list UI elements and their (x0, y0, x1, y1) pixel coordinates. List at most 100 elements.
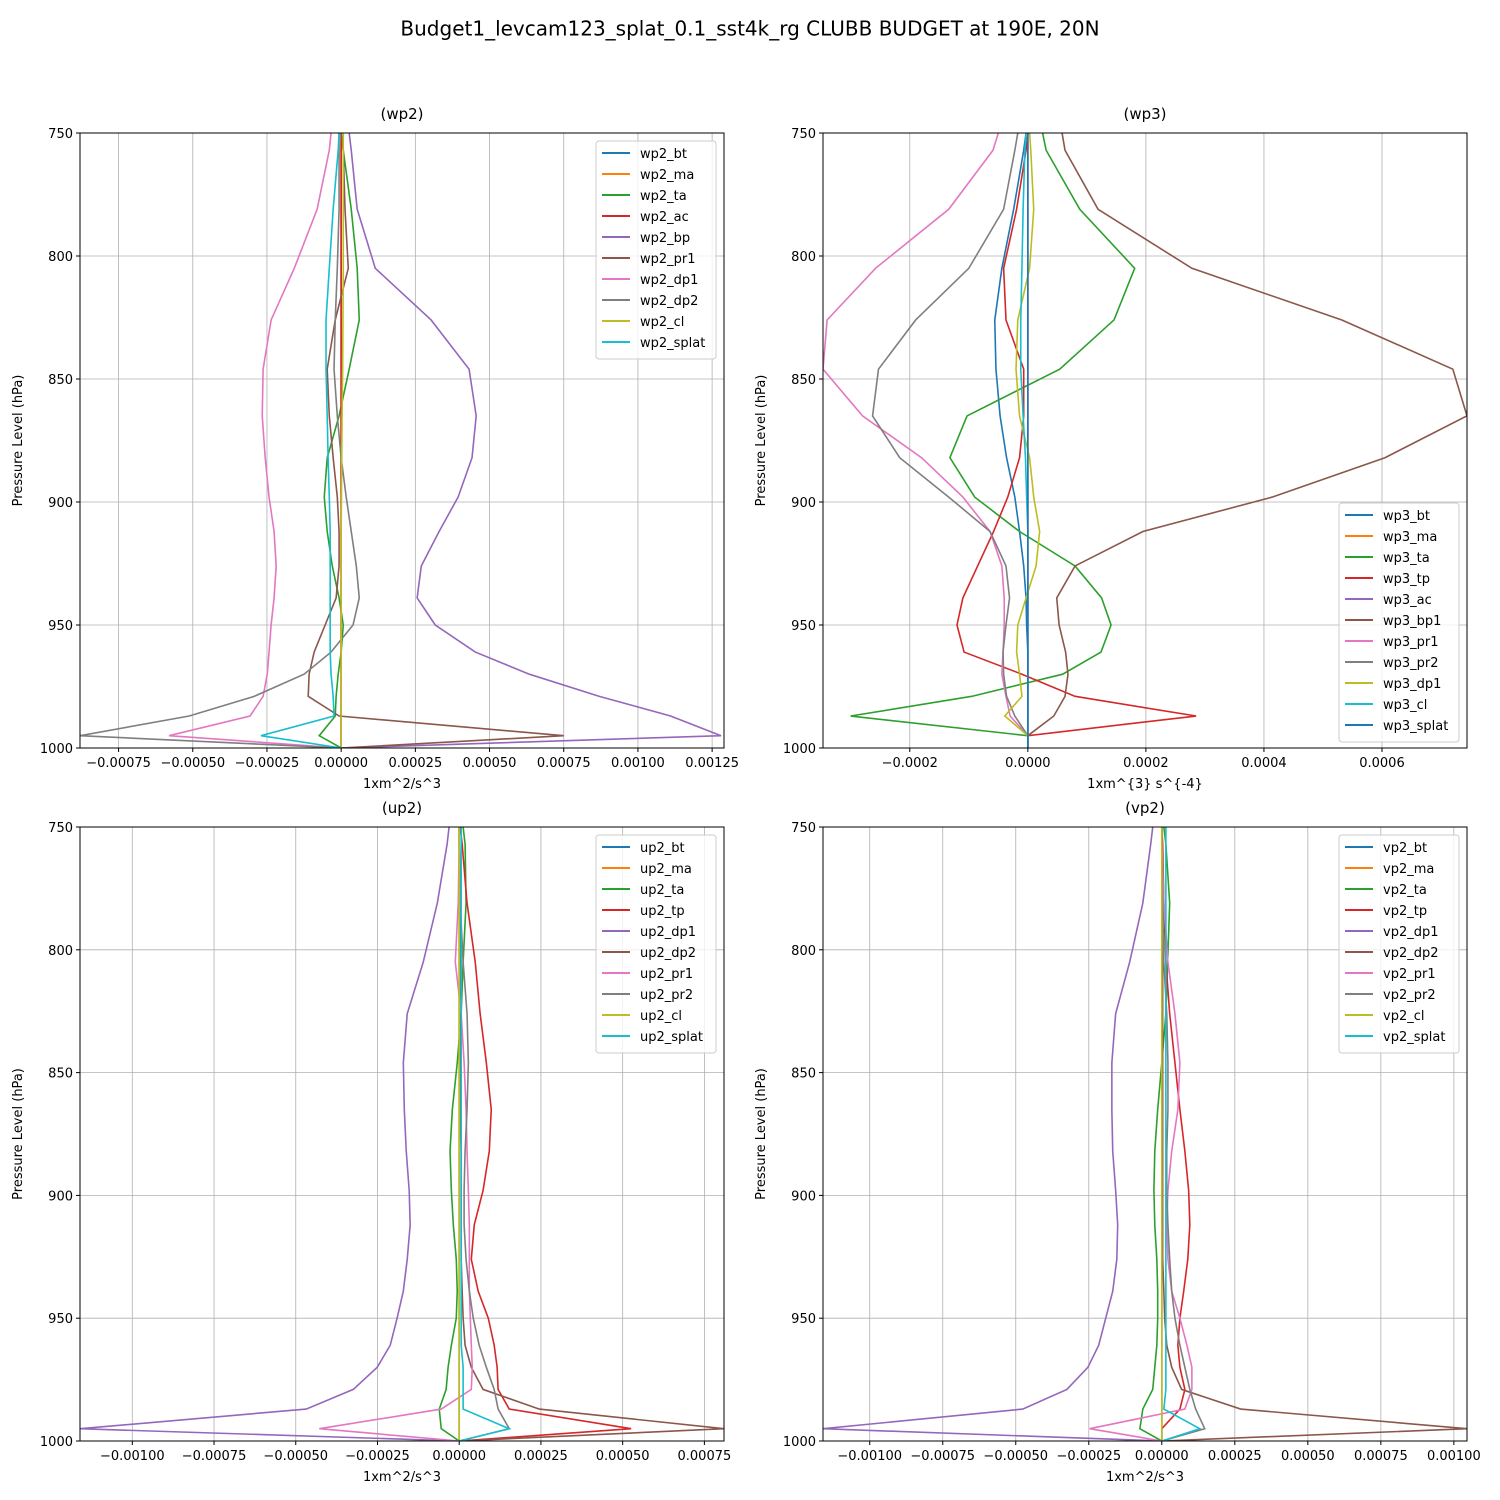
legend: up2_bt up2_ma up2_ta up2_tp up2_dp1 up2_dp2up… (595, 834, 717, 1054)
series-lines (80, 133, 722, 748)
x-tick-label: 0.00025 (388, 756, 442, 771)
legend-label: wp3_cl (1383, 698, 1427, 713)
legend-label: wp2_splat (640, 336, 705, 351)
x-axis-label: 1xm^{3} s^{-4} (1087, 777, 1203, 792)
y-tick-label: 750 (791, 127, 816, 142)
legend-label: wp2_bt (640, 147, 687, 162)
x-tick-label: −0.00100 (837, 1449, 902, 1464)
legend-label: vp2_bt (1383, 841, 1427, 856)
x-tick-label: −0.00025 (345, 1449, 410, 1464)
legend-label: wp2_bp (640, 231, 690, 246)
legend-label: vp2_cl (1383, 1009, 1424, 1024)
x-tick-label: 0.0000 (1005, 756, 1051, 771)
series-line (1089, 827, 1193, 1441)
series-line (1161, 827, 1202, 1441)
subplot: (wp3) 1xm^{3} s^{-4} Pressure Level (hPa) −… (754, 105, 1468, 792)
x-tick-label: 0.00000 (432, 1449, 486, 1464)
y-tick-label: 950 (48, 1312, 73, 1327)
x-tick-label: 0.00025 (1208, 1449, 1262, 1464)
legend: vp2_bt vp2_ma vp2_ta vp2_tp vp2_dp1 vp2_dp2vp… (1338, 834, 1460, 1054)
legend-label: wp2_pr1 (640, 252, 696, 267)
legend-label: up2_dp2 (640, 946, 696, 961)
y-tick-label: 900 (48, 1189, 73, 1204)
plot-frame (79, 132, 725, 749)
series-line (168, 133, 342, 748)
legend: wp2_bt wp2_ma wp2_ta wp2_ac wp2_bp wp2_pr1 wp2… (595, 140, 717, 360)
y-tick-label: 1000 (40, 742, 73, 757)
legend-label: wp2_dp2 (640, 294, 698, 309)
legend-label: vp2_pr2 (1383, 988, 1436, 1003)
series-line (340, 133, 345, 748)
legend-label: wp3_splat (1383, 719, 1448, 734)
y-tick-label: 750 (791, 821, 816, 836)
series-line (317, 133, 361, 748)
y-tick-label: 800 (48, 250, 73, 265)
legend-label: up2_ma (640, 862, 692, 877)
series-line (319, 827, 474, 1441)
legend-label: vp2_ma (1383, 862, 1434, 877)
y-tick-label: 850 (48, 1067, 73, 1082)
series-line (956, 133, 1197, 748)
legend-label: up2_splat (640, 1030, 703, 1045)
y-tick-label: 950 (791, 1312, 816, 1327)
x-tick-label: −0.00050 (263, 1449, 328, 1464)
series-line (341, 133, 722, 748)
x-axis-label: 1xm^2/s^3 (363, 777, 441, 792)
y-tick-label: 1000 (783, 742, 816, 757)
legend-label: wp3_dp1 (1383, 677, 1441, 692)
x-tick-label: 0.0006 (1359, 756, 1405, 771)
legend-label: wp3_pr1 (1383, 635, 1439, 650)
figure-title: Budget1_levcam123_splat_0.1_sst4k_rg CLU… (400, 17, 1099, 41)
x-tick-label: −0.00050 (983, 1449, 1048, 1464)
x-tick-label: −0.00075 (910, 1449, 975, 1464)
series-line (1160, 827, 1467, 1441)
subplot: (up2) 1xm^2/s^3 Pressure Level (hPa) −0.001… (11, 799, 731, 1485)
legend-label: vp2_ta (1383, 883, 1427, 898)
x-tick-label: −0.00025 (235, 756, 300, 771)
subplot-title: (wp3) (1123, 105, 1166, 123)
legend-label: wp3_ac (1383, 593, 1432, 608)
subplot-title: (up2) (382, 799, 422, 817)
legend: wp3_bt wp3_ma wp3_ta wp3_tp wp3_ac wp3_bp1 wp3… (1338, 502, 1460, 743)
series-line (871, 133, 1029, 748)
series-line (1027, 133, 1467, 748)
series-line (459, 827, 632, 1441)
legend-label: wp2_dp1 (640, 273, 698, 288)
x-tick-label: 0.00000 (314, 756, 368, 771)
series-lines (80, 827, 724, 1441)
legend-label: wp3_ta (1383, 551, 1430, 566)
legend-label: wp2_cl (640, 315, 684, 330)
series-line (80, 133, 361, 748)
x-tick-label: 0.00050 (463, 756, 517, 771)
legend-label: wp3_tp (1383, 572, 1430, 587)
x-tick-label: 0.00025 (514, 1449, 568, 1464)
x-tick-label: 0.00125 (685, 756, 739, 771)
y-axis-label: Pressure Level (hPa) (11, 1068, 26, 1200)
plot-frame (79, 826, 725, 1442)
legend-label: wp2_ta (640, 189, 687, 204)
subplot-title: (vp2) (1125, 799, 1165, 817)
y-tick-label: 750 (48, 127, 73, 142)
x-tick-label: −0.00075 (86, 756, 151, 771)
legend-label: vp2_dp2 (1383, 946, 1439, 961)
legend-label: vp2_tp (1383, 904, 1427, 919)
x-tick-label: 0.00075 (678, 1449, 732, 1464)
x-axis-label: 1xm^2/s^3 (1106, 1470, 1184, 1485)
series-line (260, 133, 342, 748)
x-tick-label: −0.00025 (1056, 1449, 1121, 1464)
x-tick-label: 0.00100 (1427, 1449, 1481, 1464)
x-tick-label: −0.00100 (100, 1449, 165, 1464)
legend-label: wp2_ac (640, 210, 689, 225)
legend-label: up2_pr2 (640, 988, 693, 1003)
x-tick-label: 0.00050 (1281, 1449, 1335, 1464)
legend-label: wp2_ma (640, 168, 694, 183)
x-tick-label: −0.00050 (160, 756, 225, 771)
series-line (458, 827, 511, 1441)
y-tick-label: 900 (791, 496, 816, 511)
x-tick-label: 0.0004 (1241, 756, 1287, 771)
y-tick-label: 950 (791, 619, 816, 634)
legend-label: up2_dp1 (640, 925, 696, 940)
subplot-title: (wp2) (380, 105, 423, 123)
y-axis-label: Pressure Level (hPa) (11, 375, 26, 507)
